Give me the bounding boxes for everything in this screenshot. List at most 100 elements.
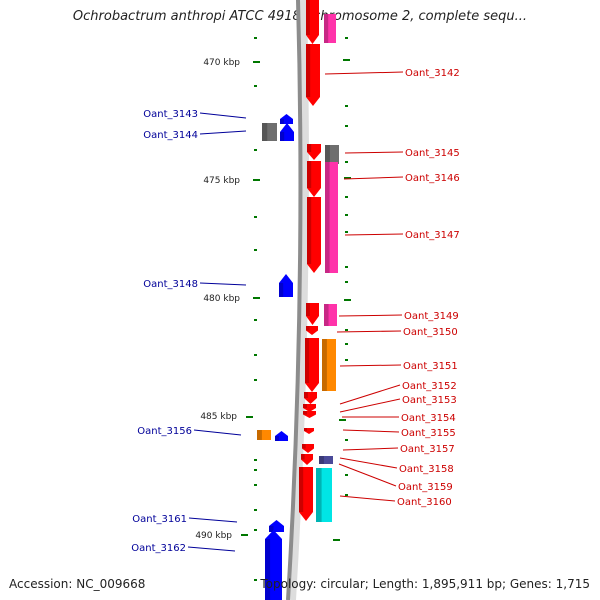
gene-feature [316, 468, 332, 522]
minor-tick [345, 343, 348, 345]
kbp-label: 490 kbp [195, 531, 232, 541]
gene-feature [304, 428, 314, 434]
forward-label-leader [339, 457, 398, 469]
gene-shade [280, 119, 284, 124]
major-tick [333, 539, 340, 541]
tick-marks [241, 37, 351, 581]
gene-shade [325, 162, 330, 273]
major-tick [253, 179, 260, 181]
major-tick [246, 416, 253, 418]
minor-tick [345, 281, 348, 283]
kbp-labels: 470 kbp 475 kbp 480 kbp 485 kbp 490 kbp [195, 58, 240, 541]
minor-tick [345, 105, 348, 107]
minor-tick [345, 439, 348, 441]
gene-body [319, 456, 333, 464]
forward-label-leader [339, 398, 401, 413]
kbp-label: 475 kbp [203, 176, 240, 186]
reverse-gene-label: Oant_3144 [143, 130, 198, 141]
forward-gene-label: Oant_3150 [403, 327, 458, 338]
gene-shade [303, 411, 307, 415]
gene-shade [301, 454, 305, 460]
forward-label-leader [338, 463, 397, 487]
major-tick [241, 534, 248, 536]
gene-shade [302, 444, 306, 449]
minor-tick [254, 354, 257, 356]
reverse-label-leader [193, 429, 242, 436]
gene-shade [306, 303, 310, 316]
gene-feature [306, 326, 318, 335]
forward-label-leader [336, 330, 402, 333]
gene-shade [324, 14, 329, 43]
gene-feature [322, 339, 336, 391]
gene-features [257, 0, 339, 600]
gene-feature [299, 467, 313, 521]
gene-feature [325, 145, 339, 164]
forward-gene-label: Oant_3152 [402, 381, 457, 392]
gene-shade [319, 456, 324, 464]
major-tick [339, 419, 346, 421]
gene-feature [269, 520, 284, 532]
reverse-gene-label: Oant_3143 [143, 109, 198, 120]
gene-feature [307, 161, 321, 197]
forward-label-leader [344, 233, 404, 236]
minor-tick [254, 484, 257, 486]
forward-label-leader [342, 429, 400, 433]
gene-feature [262, 123, 277, 141]
kbp-label: 485 kbp [200, 412, 237, 422]
gene-feature [307, 144, 321, 160]
gene-labels: Oant_3142 Oant_3145 Oant_3146 Oant_3147 Oant… [131, 68, 459, 554]
gene-feature [319, 456, 333, 464]
minor-tick [345, 161, 348, 163]
forward-gene-label: Oant_3160 [397, 497, 452, 508]
minor-tick [254, 529, 257, 531]
minor-tick [254, 579, 257, 581]
forward-gene-label: Oant_3151 [403, 361, 458, 372]
minor-tick [345, 214, 348, 216]
forward-label-leader [339, 364, 402, 367]
reverse-gene-label: Oant_3161 [132, 514, 187, 525]
gene-shade [307, 161, 312, 188]
gene-shade [262, 123, 268, 141]
accession-text: Accession: NC_009668 [9, 577, 146, 591]
gene-shade [306, 326, 310, 331]
major-tick [253, 297, 260, 299]
reverse-gene-label: Oant_3148 [143, 279, 198, 290]
gene-feature [302, 444, 314, 453]
gene-feature [325, 162, 338, 273]
gene-feature [257, 430, 271, 440]
forward-label-leader [324, 71, 404, 75]
gene-feature [265, 530, 282, 600]
forward-gene-label: Oant_3155 [401, 428, 456, 439]
minor-tick [254, 37, 257, 39]
gene-body [257, 430, 271, 440]
forward-gene-label: Oant_3149 [404, 311, 459, 322]
gene-shade [305, 338, 310, 383]
reverse-label-leader [199, 112, 247, 119]
gene-feature [307, 197, 321, 273]
forward-label-leader [344, 151, 404, 154]
gene-shade [299, 467, 304, 512]
topology-text: Topology: circular; Length: 1,895,911 bp… [260, 577, 590, 591]
gene-shade [307, 197, 312, 264]
gene-shade [279, 283, 284, 297]
forward-gene-label: Oant_3153 [402, 395, 457, 406]
gene-shade [325, 145, 330, 164]
minor-tick [254, 379, 257, 381]
major-tick [344, 177, 351, 179]
gene-shade [303, 404, 307, 408]
minor-tick [254, 216, 257, 218]
gene-shade [306, 44, 311, 97]
forward-label-leader [338, 314, 403, 317]
gene-feature [306, 303, 319, 325]
gene-feature [301, 454, 313, 465]
kbp-label: 470 kbp [203, 58, 240, 68]
minor-tick [345, 266, 348, 268]
reverse-label-leader [199, 282, 247, 286]
gene-feature [324, 14, 336, 43]
gene-shade [280, 132, 285, 141]
minor-tick [345, 196, 348, 198]
gene-shade [306, 0, 310, 35]
gene-shade [322, 339, 327, 391]
gene-feature [275, 431, 288, 441]
